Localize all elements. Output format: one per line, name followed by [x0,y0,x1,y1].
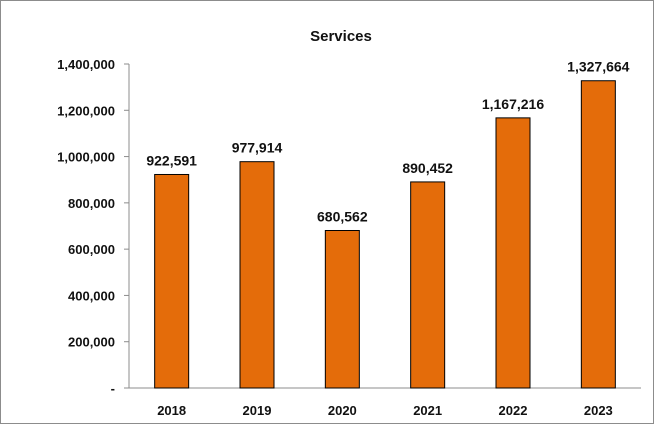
x-tick-label: 2019 [243,403,272,418]
axes: - 200,000 400,000 600,000 800,000 1,000,000 1,… [57,57,641,418]
data-label: 977,914 [232,140,283,156]
bar [239,161,275,389]
y-tick-label: 1,200,000 [57,103,115,118]
data-label: 1,327,664 [567,59,629,75]
bars [154,80,616,389]
bar [324,229,360,389]
y-tick-label: 1,000,000 [57,150,115,165]
y-tick-label: 200,000 [68,335,115,350]
bar [580,80,616,389]
data-label: 1,167,216 [482,96,544,112]
data-labels: 922,591 977,914 680,562 890,452 1,167,216 1,3… [146,59,629,225]
y-tick-label: 800,000 [68,196,115,211]
y-tick-label: 400,000 [68,288,115,303]
x-tick-label: 2018 [157,403,186,418]
y-tick-label: 1,400,000 [57,57,115,72]
bar [154,173,190,389]
bar [410,181,446,389]
data-label: 680,562 [317,208,368,224]
x-tick-label: 2020 [328,403,357,418]
x-tick-label: 2021 [413,403,442,418]
data-label: 890,452 [402,160,453,176]
bar [495,117,531,389]
y-tick-label: - [111,381,115,396]
data-label: 922,591 [146,152,197,168]
x-tick-label: 2023 [584,403,613,418]
chart-title: Services [310,28,372,45]
y-tick-label: 600,000 [68,242,115,257]
x-tick-label: 2022 [499,403,528,418]
